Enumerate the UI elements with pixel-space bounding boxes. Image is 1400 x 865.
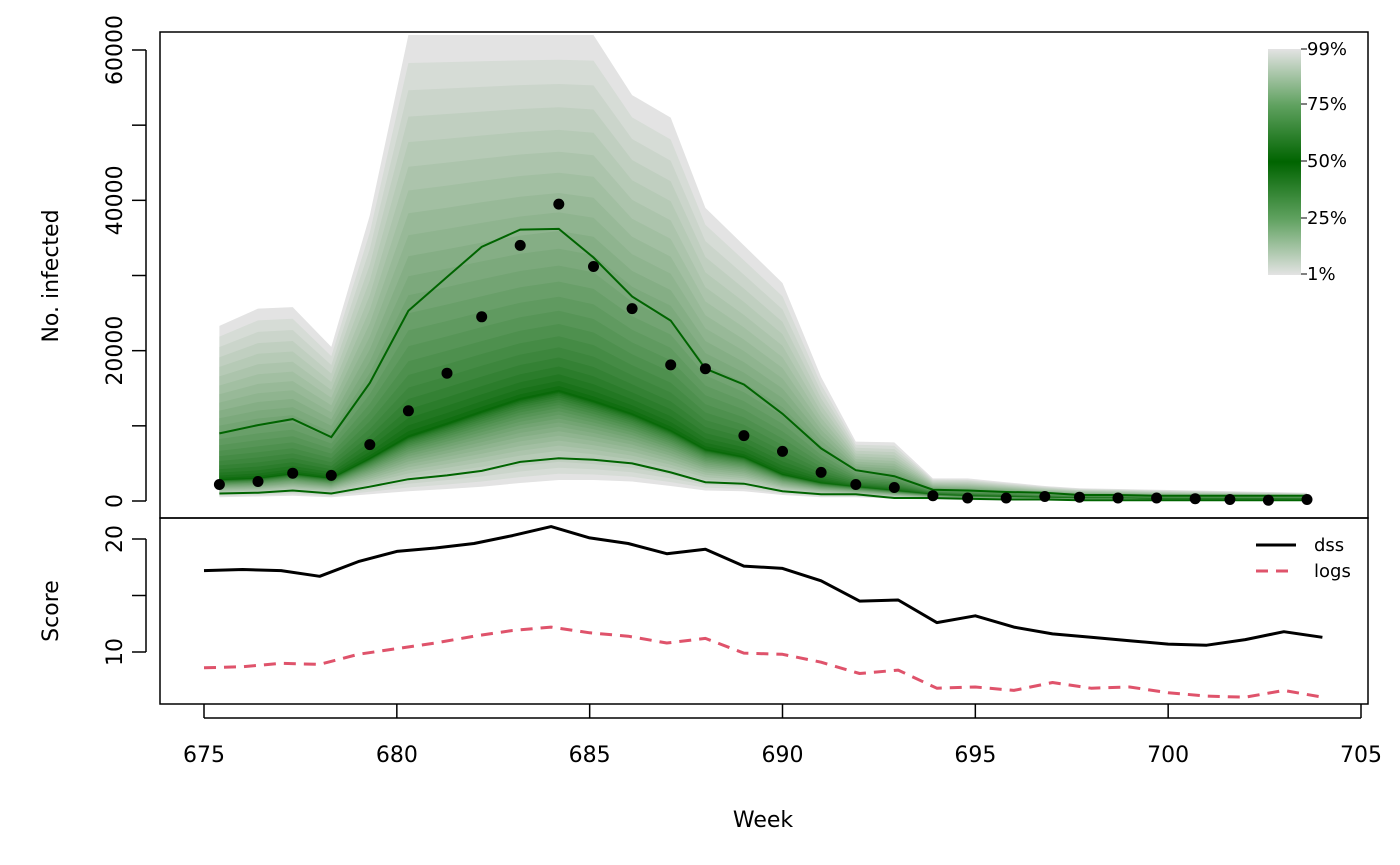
score-y-tick-label: 10 — [103, 638, 128, 666]
week-x-axis: 675 680 685 690 695 700 705 — [183, 704, 1382, 768]
fan-bands — [219, 35, 1307, 501]
colorbar-label: 75% — [1307, 94, 1347, 115]
colorbar-legend: 99% 75% 50% 25% 1% — [1268, 39, 1347, 285]
x-tick-label: 685 — [569, 743, 611, 768]
x-tick-label: 680 — [376, 743, 418, 768]
x-tick-label: 690 — [762, 743, 804, 768]
score-y-axis-title: Score — [39, 580, 64, 642]
observed-point — [1112, 492, 1124, 504]
fan-y-tick-label: 60000 — [103, 15, 128, 85]
observed-point — [665, 359, 677, 371]
x-tick-label: 675 — [183, 743, 225, 768]
observed-point — [514, 239, 526, 251]
legend-label-dss: dss — [1314, 535, 1344, 556]
fan-band — [219, 380, 1307, 499]
quantile-lines — [219, 227, 1307, 502]
quantile-line-upper — [219, 227, 1307, 497]
observed-point — [1189, 493, 1201, 505]
colorbar-label: 50% — [1307, 151, 1347, 172]
fan-y-axis: 0 20000 40000 60000 — [103, 15, 147, 508]
colorbar-label: 99% — [1307, 39, 1347, 60]
observed-point — [588, 261, 599, 272]
x-tick-label: 695 — [954, 743, 996, 768]
score-line-logs — [203, 625, 1323, 699]
observed-point — [1039, 491, 1051, 502]
observed-point — [699, 363, 711, 375]
observed-point — [1000, 492, 1012, 504]
observed-point — [1074, 491, 1085, 503]
observed-point — [850, 479, 862, 490]
score-y-axis: 10 20 — [103, 525, 147, 666]
x-tick-label: 705 — [1340, 743, 1382, 768]
observed-point — [888, 482, 900, 493]
observed-point — [626, 303, 638, 315]
score-legend: dss logs — [1256, 535, 1351, 582]
observed-point — [738, 430, 750, 442]
observed-point — [213, 479, 225, 490]
quantile-line-lower — [219, 457, 1307, 502]
score-panel: 10 20 675 680 685 690 695 700 705 Score Week ds… — [39, 517, 1382, 833]
observed-point — [402, 405, 414, 417]
observed-point — [553, 198, 565, 210]
observed-point — [1262, 494, 1274, 506]
observed-point — [441, 367, 453, 379]
observed-point — [252, 476, 264, 487]
score-panel-frame — [159, 517, 1369, 705]
observed-point — [476, 311, 488, 323]
x-tick-label: 700 — [1147, 743, 1189, 768]
observed-point — [1151, 492, 1163, 504]
fan-panel: 0 20000 40000 60000 No. infected 99% 75% 50% 2… — [39, 15, 1369, 519]
observed-point — [1224, 494, 1236, 505]
score-line-dss — [203, 525, 1323, 647]
score-y-tick-label: 20 — [103, 525, 128, 553]
observed-point — [777, 445, 788, 457]
fan-y-tick-label: 20000 — [103, 316, 128, 386]
score-lines — [203, 525, 1323, 699]
fan-y-tick-label: 40000 — [103, 165, 128, 235]
observed-point — [927, 490, 939, 502]
colorbar-labels: 99% 75% 50% 25% 1% — [1301, 39, 1347, 285]
observed-point — [962, 492, 974, 504]
colorbar-label: 25% — [1307, 208, 1347, 229]
fan-y-axis-title: No. infected — [39, 209, 64, 342]
fan-y-tick-label: 0 — [103, 494, 128, 508]
observed-points — [213, 198, 1313, 506]
legend-label-logs: logs — [1314, 561, 1351, 582]
observed-point — [287, 467, 299, 479]
observed-point — [364, 439, 376, 451]
x-axis-title: Week — [733, 808, 794, 833]
colorbar-label: 1% — [1307, 264, 1336, 285]
colorbar — [1268, 49, 1301, 275]
observed-point — [325, 469, 337, 481]
observed-point — [1301, 494, 1313, 505]
observed-point — [815, 466, 827, 478]
